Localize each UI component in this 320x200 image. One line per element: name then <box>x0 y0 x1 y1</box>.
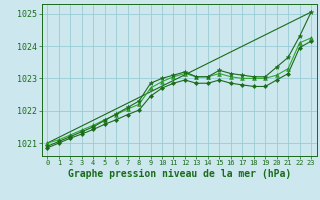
X-axis label: Graphe pression niveau de la mer (hPa): Graphe pression niveau de la mer (hPa) <box>68 169 291 179</box>
